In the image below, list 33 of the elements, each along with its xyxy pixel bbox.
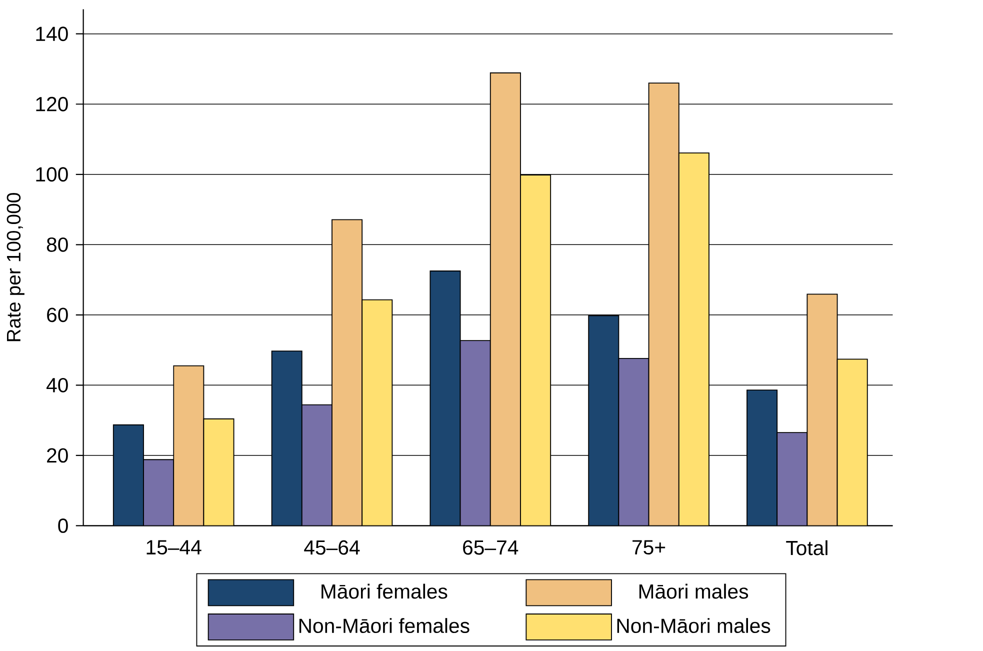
- y-tick-label: 40: [46, 378, 68, 392]
- legend-label: Non-Māori females: [299, 618, 470, 634]
- legend-label: Non-Māori males: [617, 618, 770, 634]
- bar: [776, 432, 808, 526]
- x-tick-label: 65–74: [463, 540, 518, 555]
- y-tick-label: 100: [36, 167, 68, 182]
- y-tick-label: 120: [36, 96, 68, 112]
- bar: [204, 418, 234, 526]
- bar: [332, 220, 362, 526]
- y-tick-label: 60: [47, 308, 68, 322]
- x-tick-label: 15–44: [146, 540, 202, 555]
- y-tick-label: 80: [46, 238, 68, 252]
- x-tick-label: 75+: [632, 540, 666, 555]
- y-tick-label: 140: [36, 26, 68, 42]
- bar: [490, 72, 520, 526]
- bar: [520, 175, 551, 526]
- bar: [144, 460, 174, 526]
- bar: [460, 340, 490, 526]
- bar: [302, 404, 332, 526]
- bar: [362, 300, 392, 526]
- y-axis-title: Rate per 100,000: [6, 193, 24, 342]
- y-tick-label: 0: [58, 518, 68, 533]
- legend-label: Māori males: [639, 584, 748, 599]
- y-tick-label: 20: [47, 448, 68, 463]
- bar: [648, 83, 679, 526]
- bar: [806, 294, 838, 526]
- bar: [174, 366, 204, 526]
- bar: [618, 358, 649, 526]
- legend-label: Māori females: [322, 584, 448, 599]
- bar: [678, 153, 709, 526]
- x-tick-label: 45–64: [304, 540, 360, 555]
- x-tick-label: Total: [786, 540, 828, 556]
- bar: [836, 358, 868, 526]
